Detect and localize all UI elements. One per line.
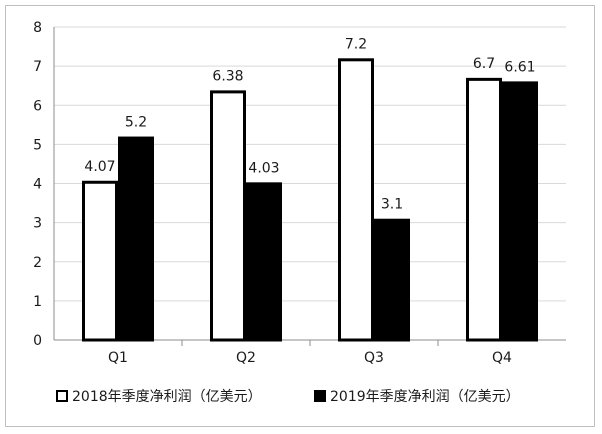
y-tick-label: 3 (33, 216, 42, 232)
data-label: 4.03 (248, 160, 279, 176)
bar-2019-q1 (118, 136, 154, 342)
data-label: 6.7 (473, 56, 495, 72)
legend-label-2018: 2018年季度净利润（亿美元） (72, 389, 262, 405)
y-tick-label: 7 (33, 59, 42, 75)
bar-2018-q3 (338, 58, 374, 342)
x-tick-label: Q2 (236, 350, 256, 366)
bar-2019-q3 (374, 218, 410, 342)
bar-2019-q4 (502, 81, 538, 342)
data-label: 6.38 (212, 68, 243, 84)
y-tick-label: 4 (33, 177, 42, 193)
y-tick-label: 8 (33, 20, 42, 36)
data-label: 3.1 (381, 197, 403, 213)
bar-2018-q4 (466, 77, 502, 342)
x-tick-label: Q1 (108, 350, 128, 366)
y-tick-label: 0 (33, 333, 42, 349)
data-label: 5.2 (125, 115, 147, 131)
bar-2019-q2 (246, 182, 282, 342)
y-tick-label: 6 (33, 98, 42, 114)
data-label: 4.07 (84, 159, 115, 175)
bar-2018-q2 (210, 90, 246, 342)
y-tick-label: 2 (33, 255, 42, 271)
x-tick-label: Q3 (364, 350, 384, 366)
legend-swatch-2019 (314, 390, 326, 402)
data-label: 6.61 (504, 59, 535, 75)
legend-label-2019: 2019年季度净利润（亿美元） (330, 389, 520, 405)
x-tick-label: Q4 (492, 350, 512, 366)
legend-swatch-2018 (56, 390, 68, 402)
bar-2018-q1 (82, 180, 118, 342)
y-tick-label: 5 (33, 137, 42, 153)
y-tick-label: 1 (33, 294, 42, 310)
data-label: 7.2 (345, 36, 367, 52)
